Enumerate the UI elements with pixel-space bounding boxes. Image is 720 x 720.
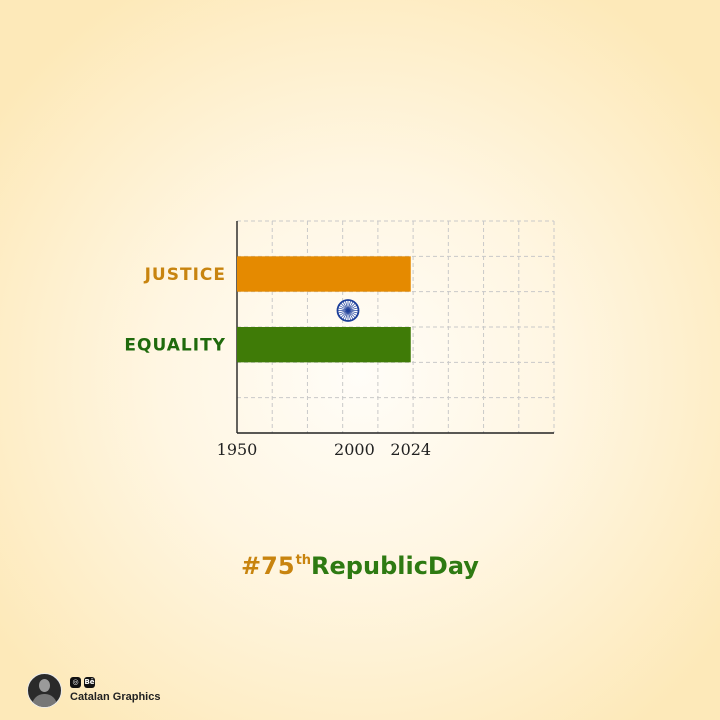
instagram-icon[interactable]: ◎ — [70, 677, 81, 688]
avatar — [27, 672, 62, 708]
bar-justice — [237, 256, 411, 292]
tick-labels: 1950 2000 2024 — [217, 440, 431, 459]
credit-block: ◎ Bē Catalan Graphics — [27, 672, 160, 708]
credit-name: Catalan Graphics — [70, 691, 161, 703]
category-label-equality: EQUALITY — [124, 336, 226, 356]
chart-bars — [237, 256, 411, 363]
hashtag-title: #75thRepublicDay — [0, 552, 720, 580]
hashtag-suffix: RepublicDay — [311, 552, 479, 580]
category-labels: JUSTICE EQUALITY — [124, 265, 226, 356]
x-tick-label: 2000 — [334, 440, 375, 459]
category-label-justice: JUSTICE — [144, 265, 226, 285]
x-tick-label: 1950 — [217, 440, 258, 459]
hashtag-prefix: #75 — [241, 552, 295, 580]
hashtag-superscript: th — [295, 553, 312, 568]
x-tick-label: 2024 — [390, 440, 431, 459]
behance-icon[interactable]: Bē — [84, 677, 95, 688]
ashoka-chakra-icon — [336, 299, 360, 322]
bar-equality — [237, 327, 411, 363]
